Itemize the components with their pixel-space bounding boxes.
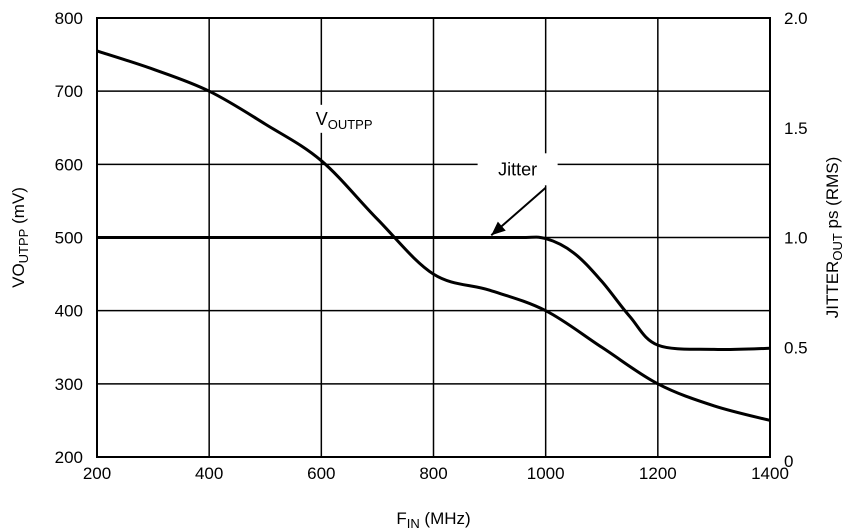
voutpp-annotation-sub: OUTPP	[328, 117, 373, 132]
y-left-axis-title-main: VO	[9, 263, 28, 288]
y-right-tick-label: 2.0	[784, 9, 808, 28]
y-left-tick-label: 300	[55, 375, 83, 394]
y-left-axis-title-rest: (mV)	[9, 187, 28, 229]
y-right-tick-label: 0.5	[784, 338, 808, 357]
y-right-axis-title: JITTEROUT ps (RMS)	[823, 157, 845, 319]
y-right-axis-title-main: JITTER	[823, 261, 842, 319]
x-axis-title: FIN (MHz)	[396, 509, 470, 531]
jitter-label-background	[477, 153, 558, 186]
plot-frame	[96, 17, 771, 458]
jitter-annotation: Jitter	[498, 159, 537, 179]
x-tick-label: 600	[307, 464, 335, 483]
x-tick-label: 400	[195, 464, 223, 483]
y-right-tick-label: 1.5	[784, 119, 808, 138]
y-right-axis-title-rest: ps (RMS)	[823, 157, 842, 234]
tick-labels: 200 400 600 800 1000 1200 1400 200 300 400 500 600 7…	[55, 9, 808, 483]
y-left-tick-label: 600	[55, 155, 83, 174]
series-layer	[96, 49, 771, 422]
jitter-arrow-head	[491, 221, 506, 236]
y-left-axis-title: VOUTPP (mV)	[9, 187, 31, 288]
y-left-tick-label: 400	[55, 302, 83, 321]
x-tick-label: 800	[419, 464, 447, 483]
x-tick-label: 1200	[639, 464, 677, 483]
y-left-tick-label: 800	[55, 9, 83, 28]
y-left-tick-label: 500	[55, 229, 83, 248]
x-tick-label: 200	[83, 464, 111, 483]
x-tick-label: 1400	[751, 464, 789, 483]
voutpp-annotation-main: V	[316, 109, 328, 129]
y-left-axis-title-sub: UTPP	[16, 229, 31, 264]
x-axis-title-rest: (MHz)	[420, 509, 471, 528]
voutpp-annotation: VOUTPP	[316, 109, 373, 132]
voutpp-label-background	[311, 104, 398, 133]
y-left-tick-label: 200	[55, 448, 83, 467]
y-left-tick-label: 700	[55, 82, 83, 101]
y-right-tick-label: 0	[784, 452, 793, 471]
x-axis-title-main: F	[396, 509, 406, 528]
jitter-series-line	[96, 235, 771, 352]
y-right-tick-label: 1.0	[784, 229, 808, 248]
x-axis-title-sub: IN	[407, 516, 420, 531]
x-tick-label: 1000	[527, 464, 565, 483]
jitter-arrow	[490, 186, 547, 237]
y-right-axis-title-sub: OUT	[830, 233, 845, 261]
voutpp-series-line	[96, 49, 771, 422]
